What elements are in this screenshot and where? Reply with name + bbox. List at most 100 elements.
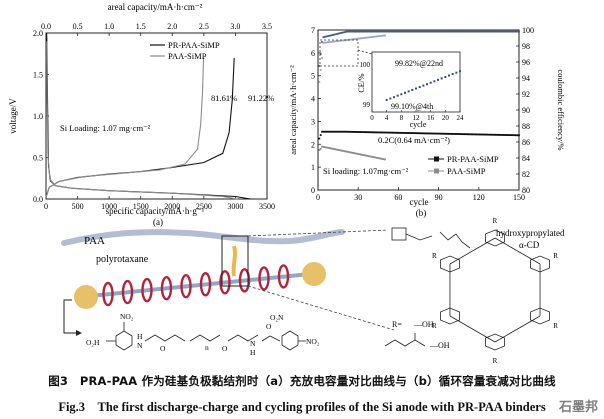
paa-ce-point (339, 39, 342, 42)
paa-ce-point (319, 69, 322, 71)
pr-capacity-point (388, 131, 390, 134)
b-xtick: 120 (473, 193, 485, 202)
crosslink (231, 245, 237, 277)
caption-english: Fig.3 The first discharge-charge and cyc… (58, 400, 546, 414)
ce-point (484, 30, 487, 33)
a-ytick: 0.5 (33, 154, 43, 163)
ce-point (477, 30, 480, 33)
pr-capacity-point (327, 130, 330, 133)
ce-point (321, 41, 323, 43)
ce-point (508, 30, 511, 33)
panel-a-curves (45, 32, 251, 200)
ce-point (489, 30, 492, 33)
ce-point (511, 30, 514, 33)
paa-ce-point (366, 36, 369, 39)
pr-capacity-point (510, 134, 512, 137)
a-xtick: 1000 (101, 202, 117, 211)
pr-capacity-point (424, 132, 427, 135)
curve-charge (45, 57, 205, 198)
ce-point (361, 30, 364, 33)
a-toptick: 0.5 (73, 22, 83, 31)
ce-point (370, 30, 373, 33)
paa-ce-point (361, 37, 364, 40)
pr-capacity-point (405, 132, 408, 134)
ce-point (426, 30, 429, 33)
polyrotaxane-label: polyrotaxane (96, 254, 149, 265)
inset-point (400, 93, 403, 96)
inset-point (444, 75, 447, 78)
paa-ce-point (368, 36, 370, 39)
paa-capacity-point (357, 153, 360, 155)
inset-point (440, 77, 443, 80)
pr-capacity-point (465, 133, 468, 136)
b-y2tick: 88 (522, 122, 530, 131)
paa-ce-point (323, 41, 326, 44)
pr-capacity-point (463, 133, 465, 136)
glucose-unit (530, 255, 550, 273)
inset-point (411, 88, 414, 91)
pr-capacity-point (514, 134, 516, 137)
ce-point (325, 35, 327, 38)
paa-capacity-point (341, 149, 344, 152)
pr-capacity-point (366, 131, 369, 134)
ce-point (433, 30, 436, 33)
ce-point (496, 30, 499, 33)
ce-point (405, 30, 408, 33)
pr-capacity-point (359, 131, 362, 133)
ce-point (491, 30, 494, 33)
ce-point (373, 30, 376, 33)
ce-point (498, 30, 500, 33)
paa-capacity-point (373, 156, 376, 159)
ce-point (440, 30, 443, 33)
pr-capacity-point (511, 134, 514, 137)
ce-point (364, 30, 366, 33)
a-xtick: 2500 (196, 202, 212, 211)
pr-capacity-point (417, 132, 420, 135)
pr-capacity-point (506, 134, 508, 136)
pr-capacity-point (376, 131, 378, 134)
paa-ce-point (355, 37, 358, 40)
pr-capacity-point (394, 131, 397, 134)
paa-ce-point (318, 81, 321, 83)
cd-label: hydroxypropylated (496, 228, 565, 238)
ce-point (368, 30, 370, 33)
pr-capacity-point (393, 131, 396, 134)
ce-point (353, 30, 356, 33)
ce-point (374, 30, 377, 33)
ce-point (354, 30, 357, 33)
pr-capacity-point (515, 134, 518, 137)
cd-ring (121, 279, 134, 305)
ce-point (412, 30, 415, 33)
ce-point (483, 30, 486, 33)
paa-ce-point (350, 38, 353, 41)
ce-point (343, 31, 346, 33)
paa-ce-point (372, 35, 374, 38)
pr-capacity-point (475, 133, 478, 136)
paa-capacity-point (380, 157, 382, 160)
ce-point (346, 30, 349, 33)
pr-capacity-point (444, 132, 447, 135)
cd-ring (258, 266, 270, 291)
pr-capacity-point (445, 132, 448, 135)
pr-capacity-point (396, 131, 398, 134)
pr-capacity-point (481, 133, 484, 136)
ce-point (448, 30, 451, 33)
r-substituent: R (432, 252, 437, 260)
curve-discharge (46, 41, 238, 200)
inset-point (415, 87, 417, 90)
paa-capacity-point (361, 153, 364, 156)
ce-point (366, 30, 369, 33)
paa-capacity-point (323, 146, 326, 149)
ce-point (376, 30, 378, 33)
pr-capacity-point (476, 133, 479, 136)
pr-capacity-point (500, 134, 503, 136)
pr-capacity-point (319, 134, 322, 137)
ce-point (479, 30, 482, 33)
ce-point (492, 30, 495, 33)
ce-point (318, 65, 321, 67)
inset-point (459, 70, 461, 73)
paa-ce-point (370, 36, 373, 38)
ce-point (469, 30, 472, 33)
paa-ce-point (335, 40, 338, 43)
pr-capacity-point (409, 132, 412, 134)
